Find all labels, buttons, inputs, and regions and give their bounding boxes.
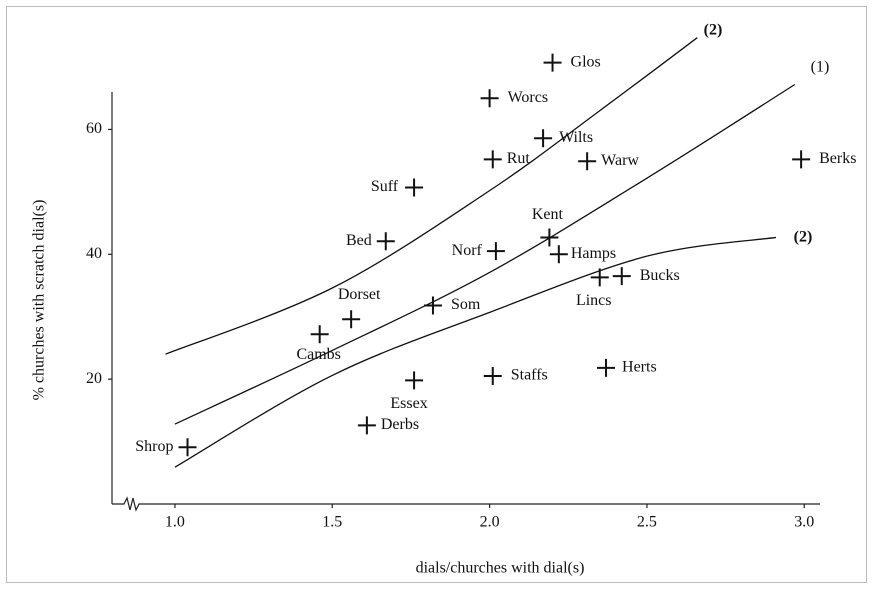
point: [549, 245, 568, 264]
point: [543, 53, 562, 72]
point-label: Glos: [571, 53, 601, 70]
point-label: Herts: [622, 359, 657, 376]
curve-label: (1): [811, 59, 830, 76]
point: [486, 242, 505, 261]
point-label: Kent: [532, 206, 564, 223]
point-label: Derbs: [381, 416, 419, 433]
point-label: Warw: [601, 152, 639, 169]
point-label: Bed: [346, 232, 372, 249]
y-tick-label: 60: [86, 120, 102, 137]
point: [310, 325, 329, 344]
point: [376, 232, 395, 251]
point: [578, 152, 597, 171]
point-label: Worcs: [508, 89, 548, 106]
point: [357, 416, 376, 435]
point: [405, 371, 424, 390]
curve-label: (2): [794, 229, 813, 246]
x-axis: [112, 496, 820, 512]
curve: [165, 37, 698, 355]
point: [597, 358, 616, 377]
point: [483, 367, 502, 386]
point-label: Rut: [507, 150, 531, 167]
point: [590, 268, 609, 287]
point: [423, 296, 442, 315]
frame: [6, 6, 867, 583]
x-tick-label: 2.0: [480, 514, 500, 531]
point-label: Essex: [390, 395, 427, 412]
point: [342, 310, 361, 329]
point: [178, 438, 197, 457]
point-label: Wilts: [559, 129, 593, 146]
point: [792, 150, 811, 169]
x-axis-label: dials/churches with dial(s): [416, 560, 585, 577]
point: [480, 89, 499, 108]
point-label: Norf: [452, 242, 483, 259]
point: [483, 150, 502, 169]
point-label: Bucks: [640, 267, 680, 284]
y-tick-label: 20: [86, 370, 102, 387]
point-label: Som: [451, 296, 481, 313]
point-label: Cambs: [296, 346, 340, 363]
point: [405, 178, 424, 197]
point: [540, 228, 559, 247]
point-label: Hamps: [571, 245, 616, 262]
y-tick-label: 40: [86, 245, 102, 262]
point-label: Shrop: [135, 438, 173, 455]
point: [612, 267, 631, 286]
x-tick-label: 2.5: [637, 514, 657, 531]
point-label: Suff: [371, 178, 399, 195]
point-label: Staffs: [511, 367, 548, 384]
point-label: Berks: [819, 150, 856, 167]
curve-label: (2): [704, 22, 723, 39]
point-label: Lincs: [576, 292, 612, 309]
curve: [174, 236, 777, 468]
x-tick-label: 1.0: [165, 514, 185, 531]
x-tick-label: 3.0: [794, 514, 814, 531]
point-label: Dorset: [338, 286, 381, 303]
curve: [174, 83, 796, 425]
point: [534, 129, 553, 148]
y-axis-label: % churches with scratch dial(s): [31, 200, 48, 401]
x-tick-label: 1.5: [322, 514, 342, 531]
